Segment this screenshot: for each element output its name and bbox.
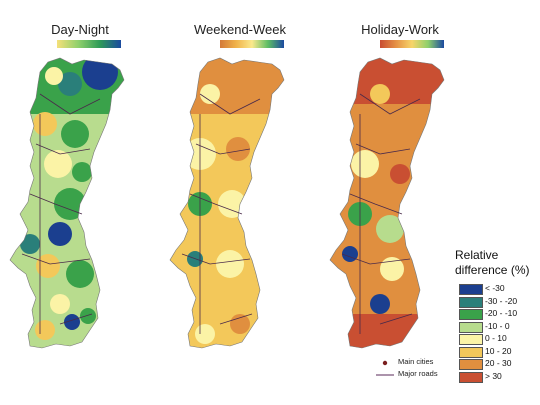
portugal-map xyxy=(329,57,445,349)
legend-label: 0 - 10 xyxy=(485,333,507,343)
legend-item: -10 - 0 xyxy=(455,321,540,333)
legend-swatch xyxy=(459,359,483,370)
legend-label: < -30 xyxy=(485,283,505,293)
legend-swatch xyxy=(459,334,483,345)
legend-title-line2: difference (%) xyxy=(455,263,530,277)
legend-swatch xyxy=(459,371,483,383)
city-dot-icon xyxy=(382,360,388,366)
legend-item: > 30 xyxy=(455,371,540,383)
portugal-map xyxy=(9,57,125,349)
panel-title: Weekend-Week xyxy=(193,22,286,37)
legend-item: -20 - -10 xyxy=(455,308,540,320)
legend-label: -10 - 0 xyxy=(485,320,510,331)
legend-item: < -30 xyxy=(455,283,540,295)
legend-item: -30 - -20 xyxy=(455,296,540,308)
legend-label: -20 - -10 xyxy=(485,308,518,318)
legend-swatch xyxy=(459,346,483,358)
legend-label: > 30 xyxy=(485,370,502,381)
legend-item: 10 - 20 xyxy=(455,346,540,358)
key-label: Major roads xyxy=(398,369,438,378)
legend-swatch xyxy=(459,296,483,308)
road-line-icon xyxy=(376,374,394,376)
legend-label: -30 - -20 xyxy=(485,295,518,306)
legend-swatch xyxy=(459,309,483,320)
gradient-bar xyxy=(380,40,444,48)
gradient-bar xyxy=(220,40,284,48)
panel-holiday-work: Holiday-Work xyxy=(320,0,480,405)
legend-item: 0 - 10 xyxy=(455,333,540,345)
legend-label: 10 - 20 xyxy=(485,345,512,356)
legend-swatch xyxy=(459,284,483,295)
map-key: Main cities Major roads xyxy=(376,357,466,381)
gradient-bar xyxy=(57,40,121,48)
key-major-roads: Major roads xyxy=(376,369,466,381)
legend-label: 20 - 30 xyxy=(485,358,512,368)
panel-title: Holiday-Work xyxy=(361,22,439,37)
legend-title-line1: Relative xyxy=(455,248,499,262)
legend-item: 20 - 30 xyxy=(455,358,540,370)
panel-day-night: Day-Night xyxy=(0,0,160,405)
portugal-map xyxy=(169,57,285,349)
key-main-cities: Main cities xyxy=(376,357,466,369)
legend: Relative difference (%) < -30 -30 - -20 -2… xyxy=(455,248,540,383)
panel-title: Day-Night xyxy=(51,22,109,37)
legend-swatch xyxy=(459,321,483,333)
key-label: Main cities xyxy=(398,357,434,366)
panel-weekend-week: Weekend-Week xyxy=(160,0,320,405)
